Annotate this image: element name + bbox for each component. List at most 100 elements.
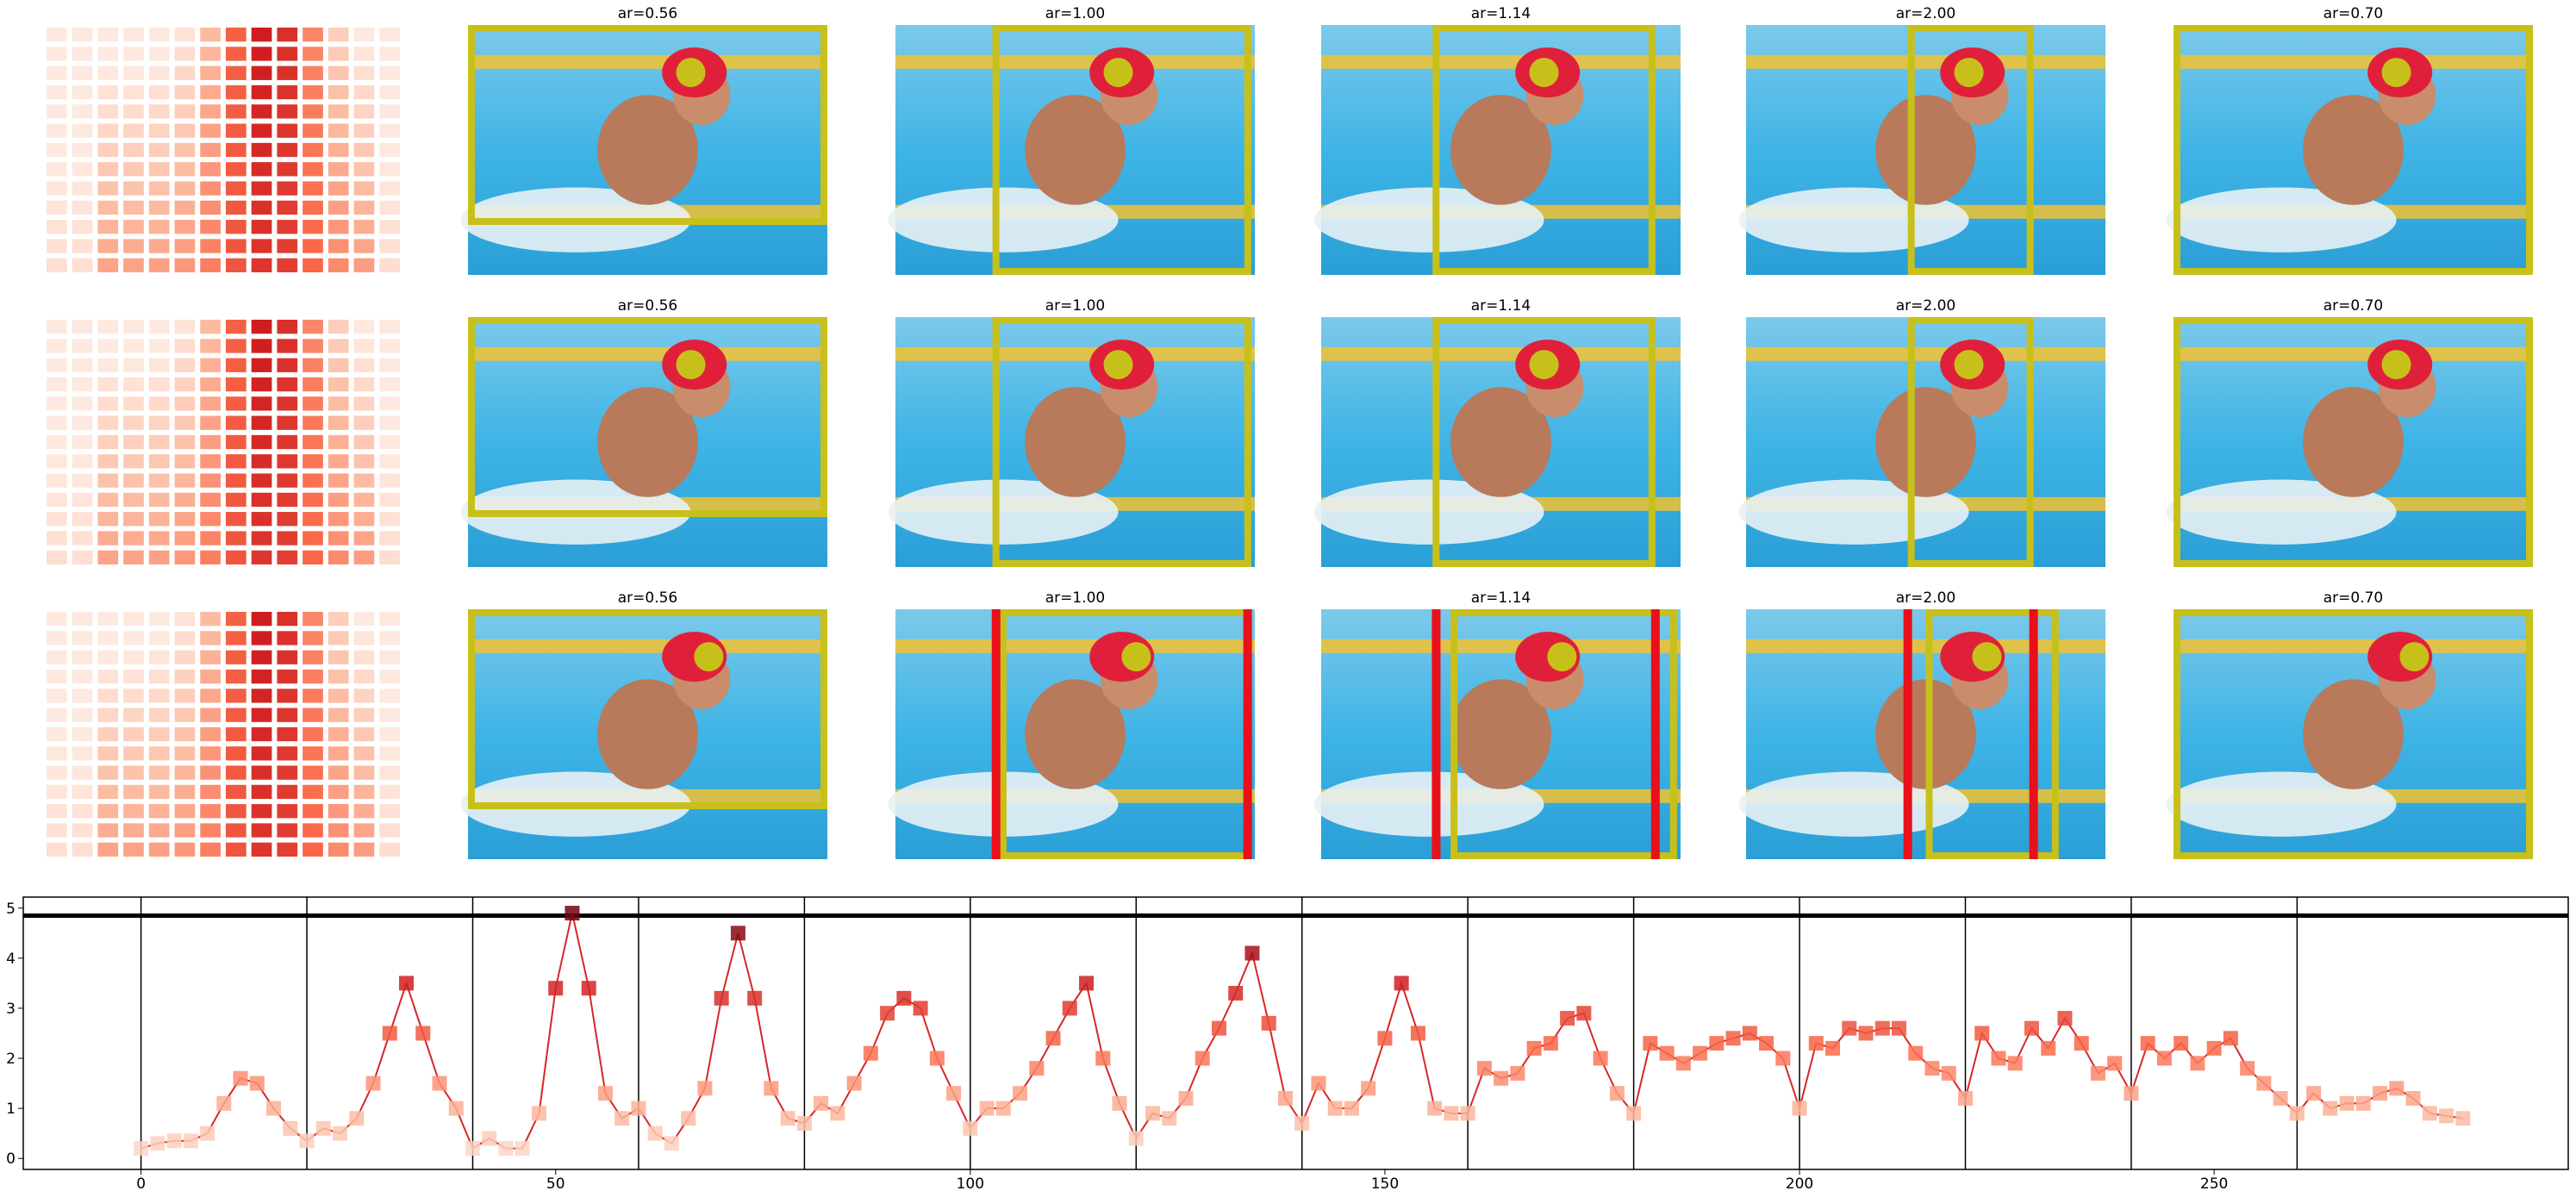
marker [1725, 1031, 1741, 1046]
heatmap-cell [226, 84, 246, 100]
heatmap-cell [251, 415, 272, 430]
heatmap-cell [148, 612, 170, 627]
swimmer-body [2303, 387, 2404, 497]
marker [150, 1136, 165, 1151]
marker [349, 1111, 365, 1126]
marker [647, 1125, 663, 1141]
marker [929, 1050, 945, 1066]
swimmer-body [597, 387, 698, 497]
marker [2256, 1075, 2272, 1091]
marker [299, 1133, 315, 1149]
panel-title: ar=1.00 [1045, 589, 1106, 607]
focus-point [1547, 642, 1577, 672]
marker [183, 1133, 198, 1149]
heatmap-cell [200, 784, 221, 800]
photo [888, 317, 1255, 567]
heatmap-cell [97, 631, 119, 645]
photo [2166, 25, 2533, 275]
heatmap-cell [200, 28, 221, 42]
heatmap-cell [72, 181, 93, 196]
heatmap-cell [72, 726, 93, 742]
focus-point [1529, 350, 1559, 380]
swimmer-body [1875, 387, 1976, 497]
heatmap-cell [148, 804, 170, 819]
heatmap-cell [327, 804, 349, 819]
swimmer-body [1450, 95, 1551, 205]
heatmap-cell [353, 84, 375, 100]
heatmap-cell [47, 473, 67, 488]
marker [216, 1095, 232, 1111]
marker [1560, 1011, 1575, 1026]
panel-title: ar=1.14 [1471, 5, 1531, 22]
heatmap-cell [200, 804, 221, 819]
red-line [2029, 609, 2038, 859]
heatmap-cell [327, 239, 349, 253]
marker [1029, 1061, 1045, 1076]
marker [2174, 1036, 2189, 1051]
marker [681, 1111, 696, 1126]
heatmap-cell [200, 708, 221, 722]
marker [946, 1086, 962, 1101]
heatmap-cell [226, 200, 246, 215]
heatmap-cell [174, 181, 196, 196]
heatmap-cell [97, 258, 119, 272]
heatmap-cell [277, 162, 298, 177]
heatmap-cell [327, 339, 349, 353]
heatmap-cell [97, 454, 119, 469]
crop-box [1907, 25, 2034, 275]
swimmer-body [1875, 679, 1976, 789]
crop-box [1925, 609, 2059, 859]
marker [1327, 1100, 1343, 1116]
marker [1526, 1040, 1542, 1056]
heatmap-cell [277, 200, 298, 215]
heatmap-cell [123, 823, 144, 838]
marker [796, 1116, 812, 1132]
heatmap-cell [277, 320, 298, 334]
heatmap-cell [47, 823, 67, 838]
heatmap-cell [277, 339, 298, 353]
heatmap-cell [277, 842, 298, 857]
heatmap-cell [72, 784, 93, 800]
heatmap-cell [226, 123, 246, 138]
heatmap-cell [353, 434, 375, 450]
heatmap-cell [97, 784, 119, 800]
heatmap-cell [353, 415, 375, 430]
heatmap-cell [226, 415, 246, 430]
heatmap-cell [277, 258, 298, 272]
heatmap-cell [200, 258, 221, 272]
marker [1145, 1106, 1161, 1121]
heatmap-cell [47, 220, 67, 234]
heatmap-cell [379, 162, 400, 177]
heatmap-cell [226, 708, 246, 722]
heatmap-cell [379, 200, 400, 215]
photo [2166, 609, 2533, 859]
heatmap-cell [200, 181, 221, 196]
heatmap-cell [277, 612, 298, 627]
crop-box [1432, 25, 1656, 275]
marker [1294, 1116, 1310, 1132]
heatmap-cell [174, 492, 196, 508]
heatmap-cell [47, 258, 67, 272]
heatmap-cell [353, 47, 375, 61]
heatmap-cell [72, 650, 93, 664]
heatmap-cell [303, 726, 323, 742]
heatmap-cell [47, 47, 67, 61]
marker [1444, 1106, 1459, 1121]
marker [863, 1045, 878, 1061]
heatmap-cell [148, 842, 170, 857]
heatmap-cell [277, 239, 298, 253]
heatmap-cell [72, 804, 93, 819]
x-tick-label: 100 [957, 1175, 984, 1193]
marker [1361, 1081, 1376, 1096]
heatmap-cell [327, 784, 349, 800]
heatmap-cell [303, 239, 323, 253]
crop-box [992, 317, 1251, 567]
lane-rope [895, 346, 1255, 361]
heatmap-cell [251, 162, 272, 177]
heatmap-cell [72, 473, 93, 488]
heatmap-cell [47, 320, 67, 334]
marker [1178, 1091, 1194, 1107]
heatmap-cell [251, 320, 272, 334]
heatmap-cell [97, 200, 119, 215]
splash [2166, 187, 2397, 252]
